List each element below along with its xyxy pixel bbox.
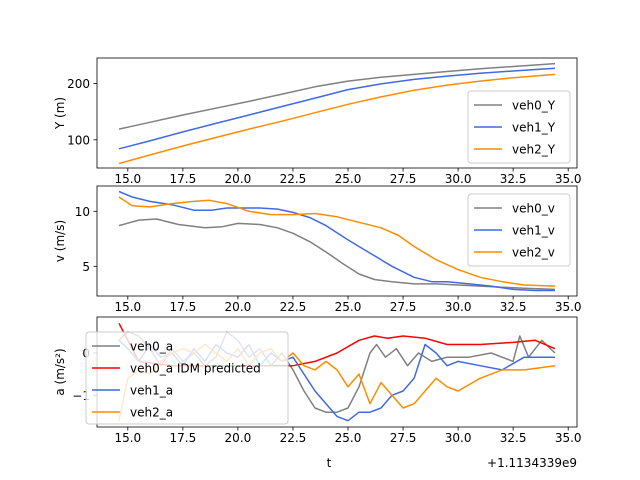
axes-frame xyxy=(96,185,578,297)
series-line-veh2-y xyxy=(118,73,556,165)
y-axis-label: Y (m) xyxy=(53,97,67,130)
x-tick-label: 20.0 xyxy=(225,300,252,314)
x-tick-label: 20.0 xyxy=(225,431,252,445)
x-tick-label: 30.0 xyxy=(445,172,472,186)
x-tick-label: 35.0 xyxy=(555,172,582,186)
x-tick-label: 20.0 xyxy=(225,172,252,186)
x-axis-label: t xyxy=(327,456,332,470)
x-tick-label: 22.5 xyxy=(280,300,307,314)
series-line-veh0-y xyxy=(118,62,556,130)
x-tick-label: 25.0 xyxy=(335,431,362,445)
x-tick-label: 25.0 xyxy=(335,172,362,186)
x-tick-label: 25.0 xyxy=(335,300,362,314)
legend-box xyxy=(467,193,571,267)
x-tick-label: 17.5 xyxy=(170,172,197,186)
series-line-veh2-v xyxy=(118,196,556,287)
legend-label: veh0_a xyxy=(130,340,173,354)
legend-label: veh2_a xyxy=(130,406,173,420)
axes-2: 15.017.520.022.525.027.530.032.535.0−10a… xyxy=(53,316,582,470)
x-tick-label: 17.5 xyxy=(170,431,197,445)
y-tick-label: 200 xyxy=(67,77,90,91)
y-tick-label: 10 xyxy=(75,205,90,219)
legend-label: veh2_v xyxy=(512,246,555,260)
x-tick-label: 30.0 xyxy=(445,300,472,314)
y-axis-label: a (m/s²) xyxy=(53,348,67,395)
x-tick-label: 15.0 xyxy=(114,431,141,445)
legend-label: veh2_Y xyxy=(512,143,556,157)
x-tick-label: 15.0 xyxy=(114,172,141,186)
y-axis-label: v (m/s) xyxy=(53,220,67,262)
legend-label: veh0_Y xyxy=(512,99,556,113)
x-tick-label: 27.5 xyxy=(390,431,417,445)
axes-frame xyxy=(96,57,578,169)
legend-label: veh0_v xyxy=(512,202,555,216)
x-offset-text: +1.1134339e9 xyxy=(487,456,577,470)
legend-box xyxy=(467,90,571,164)
legend-label: veh1_v xyxy=(512,224,555,238)
legend: veh0_Y veh1_Y veh2_Y xyxy=(467,90,571,164)
x-tick-label: 32.5 xyxy=(500,172,527,186)
series-line-veh0-v xyxy=(118,218,556,291)
legend-box xyxy=(85,331,289,425)
x-tick-label: 35.0 xyxy=(555,431,582,445)
legend-label: veh0_a IDM predicted xyxy=(130,362,261,376)
x-tick-label: 35.0 xyxy=(555,300,582,314)
axes-1: 15.0 17.5 20.0 22.5 25.0 27.5 30.0 32.5 35.0 5 10 v… xyxy=(53,185,582,314)
x-tick-label: 17.5 xyxy=(170,300,197,314)
legend: veh0_a veh0_a IDM predicted veh1_a veh2_a xyxy=(85,331,289,425)
series-line-veh1-v xyxy=(118,190,555,292)
legend: veh0_v veh1_v veh2_v xyxy=(467,193,571,267)
x-tick-label: 27.5 xyxy=(390,300,417,314)
legend-label: veh1_a xyxy=(130,384,173,398)
x-tick-label: 30.0 xyxy=(445,431,472,445)
axes-0: 15.0 17.5 20.0 22.5 25.0 27.5 30.0 32.5 35.0 100 2… xyxy=(53,57,582,186)
x-tick-label: 27.5 xyxy=(390,172,417,186)
y-tick-label: 5 xyxy=(82,260,90,274)
x-tick-label: 22.5 xyxy=(280,431,307,445)
x-tick-label: 32.5 xyxy=(500,300,527,314)
x-tick-label: 15.0 xyxy=(114,300,141,314)
x-tick-label: 22.5 xyxy=(280,172,307,186)
y-tick-label: 100 xyxy=(67,133,90,147)
x-tick-label: 32.5 xyxy=(500,431,527,445)
series-line-veh1-y xyxy=(118,67,556,150)
legend-label: veh1_Y xyxy=(512,121,556,135)
